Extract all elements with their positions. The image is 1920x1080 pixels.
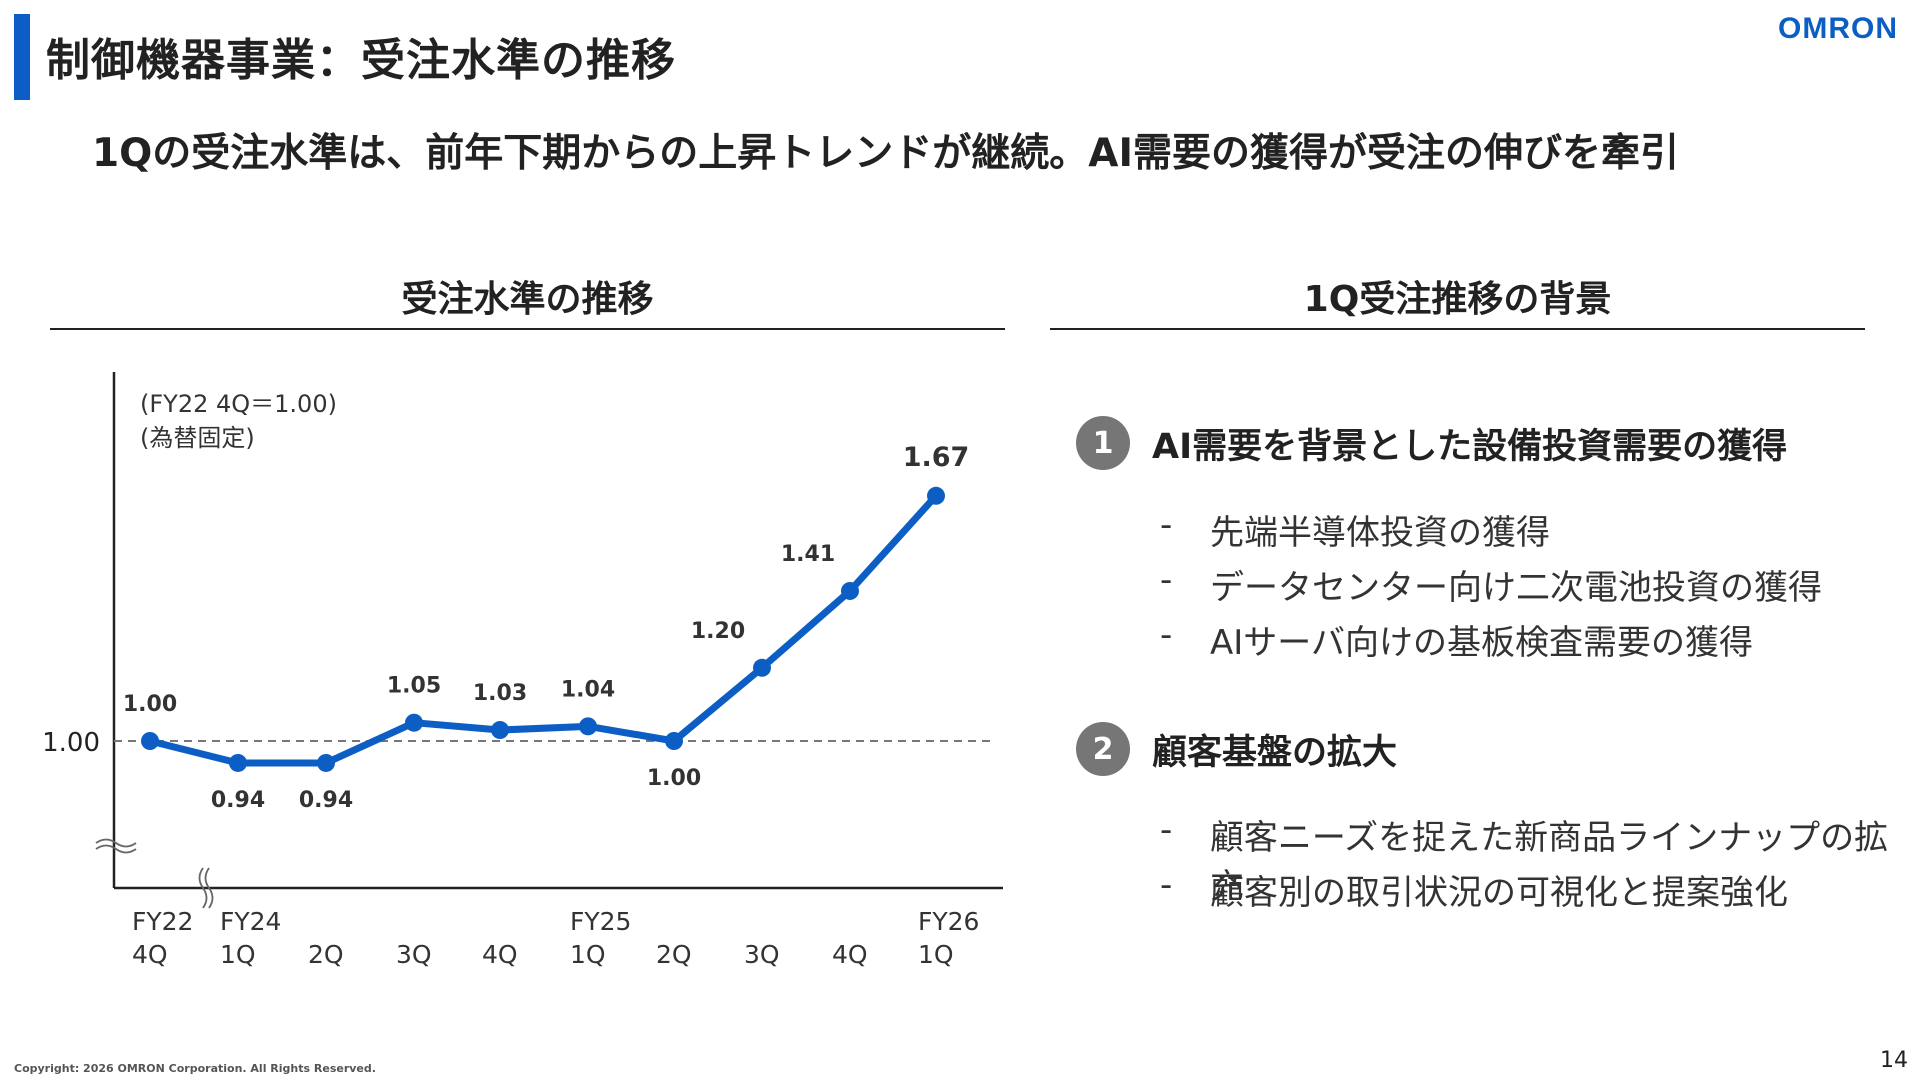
data-value-label: 1.00 bbox=[647, 766, 701, 791]
item-2-bullet-1: - 顧客ニーズを捉えた新商品ラインナップの拡充 bbox=[1160, 810, 1920, 908]
chart-note-base: (FY22 4Q＝1.00) bbox=[140, 390, 337, 418]
data-value-label: 1.41 bbox=[781, 542, 835, 567]
data-value-label: 1.20 bbox=[691, 619, 745, 644]
slide-subtitle: 1Qの受注水準は、前年下期からの上昇トレンドが継続。AI需要の獲得が受注の伸びを… bbox=[92, 131, 1679, 176]
x-tick-quarter-label: 1Q bbox=[570, 940, 606, 969]
data-value-label: 0.94 bbox=[299, 788, 353, 813]
x-tick-year-label: FY22 bbox=[132, 907, 193, 936]
bullet-dash: - bbox=[1160, 810, 1173, 850]
item-2-bullet-2: - 顧客別の取引状況の可視化と提案強化 bbox=[1160, 865, 1788, 914]
series-line bbox=[146, 492, 940, 767]
data-point bbox=[841, 581, 859, 600]
y-axis-break-mark bbox=[95, 838, 137, 848]
data-value-label: 1.05 bbox=[387, 674, 441, 699]
bullet-text: 顧客ニーズを捉えた新商品ラインナップの拡充 bbox=[1209, 818, 1889, 907]
x-tick-quarter-label: 4Q bbox=[832, 940, 868, 969]
x-tick-year-label: FY26 bbox=[918, 907, 979, 936]
page-title: 制御機器事業：受注水準の推移 bbox=[46, 35, 676, 86]
item-1-bullet-3: - AIサーバ向けの基板検査需要の獲得 bbox=[1160, 615, 1753, 664]
x-tick-quarter-label: 3Q bbox=[396, 940, 432, 969]
data-value-label: 1.04 bbox=[561, 677, 615, 702]
bullet-dash: - bbox=[1160, 865, 1173, 905]
x-tick-quarter-label: 2Q bbox=[656, 940, 692, 969]
chart-note-fx: (為替固定) bbox=[140, 424, 255, 452]
data-point bbox=[405, 713, 423, 732]
bullet-text: 先端半導体投資の獲得 bbox=[1210, 513, 1550, 553]
x-tick-quarter-label: 4Q bbox=[482, 940, 518, 969]
x-tick-year-label: FY24 bbox=[220, 907, 281, 936]
title-accent-bar bbox=[14, 14, 30, 100]
data-point bbox=[491, 721, 509, 740]
x-tick-quarter-label: 4Q bbox=[132, 940, 168, 969]
bullet-text: AIサーバ向けの基板検査需要の獲得 bbox=[1210, 623, 1753, 663]
data-value-label: 1.00 bbox=[123, 692, 177, 717]
data-point bbox=[665, 732, 683, 750]
chart-section-rule bbox=[50, 328, 1005, 330]
chart-section-heading: 受注水準の推移 bbox=[401, 279, 654, 320]
data-value-label: 1.03 bbox=[473, 681, 527, 706]
item-1-title: AI需要を背景とした設備投資需要の獲得 bbox=[1152, 426, 1788, 467]
x-axis-break-mark bbox=[204, 867, 214, 909]
x-tick-quarter-label: 2Q bbox=[308, 940, 344, 969]
order-level-line-chart: 1.00 (FY22 4Q＝1.00) (為替固定) 1.00 0.94 0.94 1.05… bbox=[42, 372, 1003, 969]
reference-label: 1.00 bbox=[42, 728, 100, 758]
bullet-dash: - bbox=[1160, 505, 1173, 545]
bullet-text: データセンター向け二次電池投資の獲得 bbox=[1210, 568, 1822, 608]
omron-logo: OMRON bbox=[1778, 12, 1898, 45]
item-1-bullet-1: - 先端半導体投資の獲得 bbox=[1160, 505, 1550, 554]
x-tick-quarter-label: 1Q bbox=[220, 940, 256, 969]
item-1-number-badge: 1 bbox=[1076, 416, 1130, 470]
page-number: 14 bbox=[1880, 1048, 1908, 1073]
data-point bbox=[229, 753, 247, 772]
background-section-rule bbox=[1050, 328, 1865, 330]
background-section-heading: 1Q受注推移の背景 bbox=[1303, 279, 1612, 320]
bullet-text: 顧客別の取引状況の可視化と提案強化 bbox=[1210, 873, 1788, 913]
data-point bbox=[753, 658, 771, 677]
x-axis-break-mark bbox=[198, 867, 208, 909]
data-point bbox=[317, 753, 335, 772]
item-1-bullet-2: - データセンター向け二次電池投資の獲得 bbox=[1160, 560, 1822, 609]
data-value-label: 0.94 bbox=[211, 788, 265, 813]
x-tick-quarter-label: 3Q bbox=[744, 940, 780, 969]
y-axis-break-mark bbox=[95, 844, 137, 854]
x-tick-quarter-label: 1Q bbox=[918, 940, 954, 969]
x-tick-year-label: FY25 bbox=[570, 907, 631, 936]
bullet-dash: - bbox=[1160, 560, 1173, 600]
data-value-label: 1.67 bbox=[903, 442, 970, 473]
item-1-heading: 1 AI需要を背景とした設備投資需要の獲得 bbox=[1076, 416, 1787, 470]
copyright-text: Copyright: 2026 OMRON Corporation. All R… bbox=[14, 1062, 376, 1075]
data-point bbox=[927, 486, 945, 505]
data-point bbox=[579, 717, 597, 736]
item-2-number-badge: 2 bbox=[1076, 722, 1130, 776]
data-point bbox=[141, 732, 159, 750]
item-2-title: 顧客基盤の拡大 bbox=[1152, 732, 1398, 773]
item-2-heading: 2 顧客基盤の拡大 bbox=[1076, 722, 1397, 776]
bullet-dash: - bbox=[1160, 615, 1173, 655]
